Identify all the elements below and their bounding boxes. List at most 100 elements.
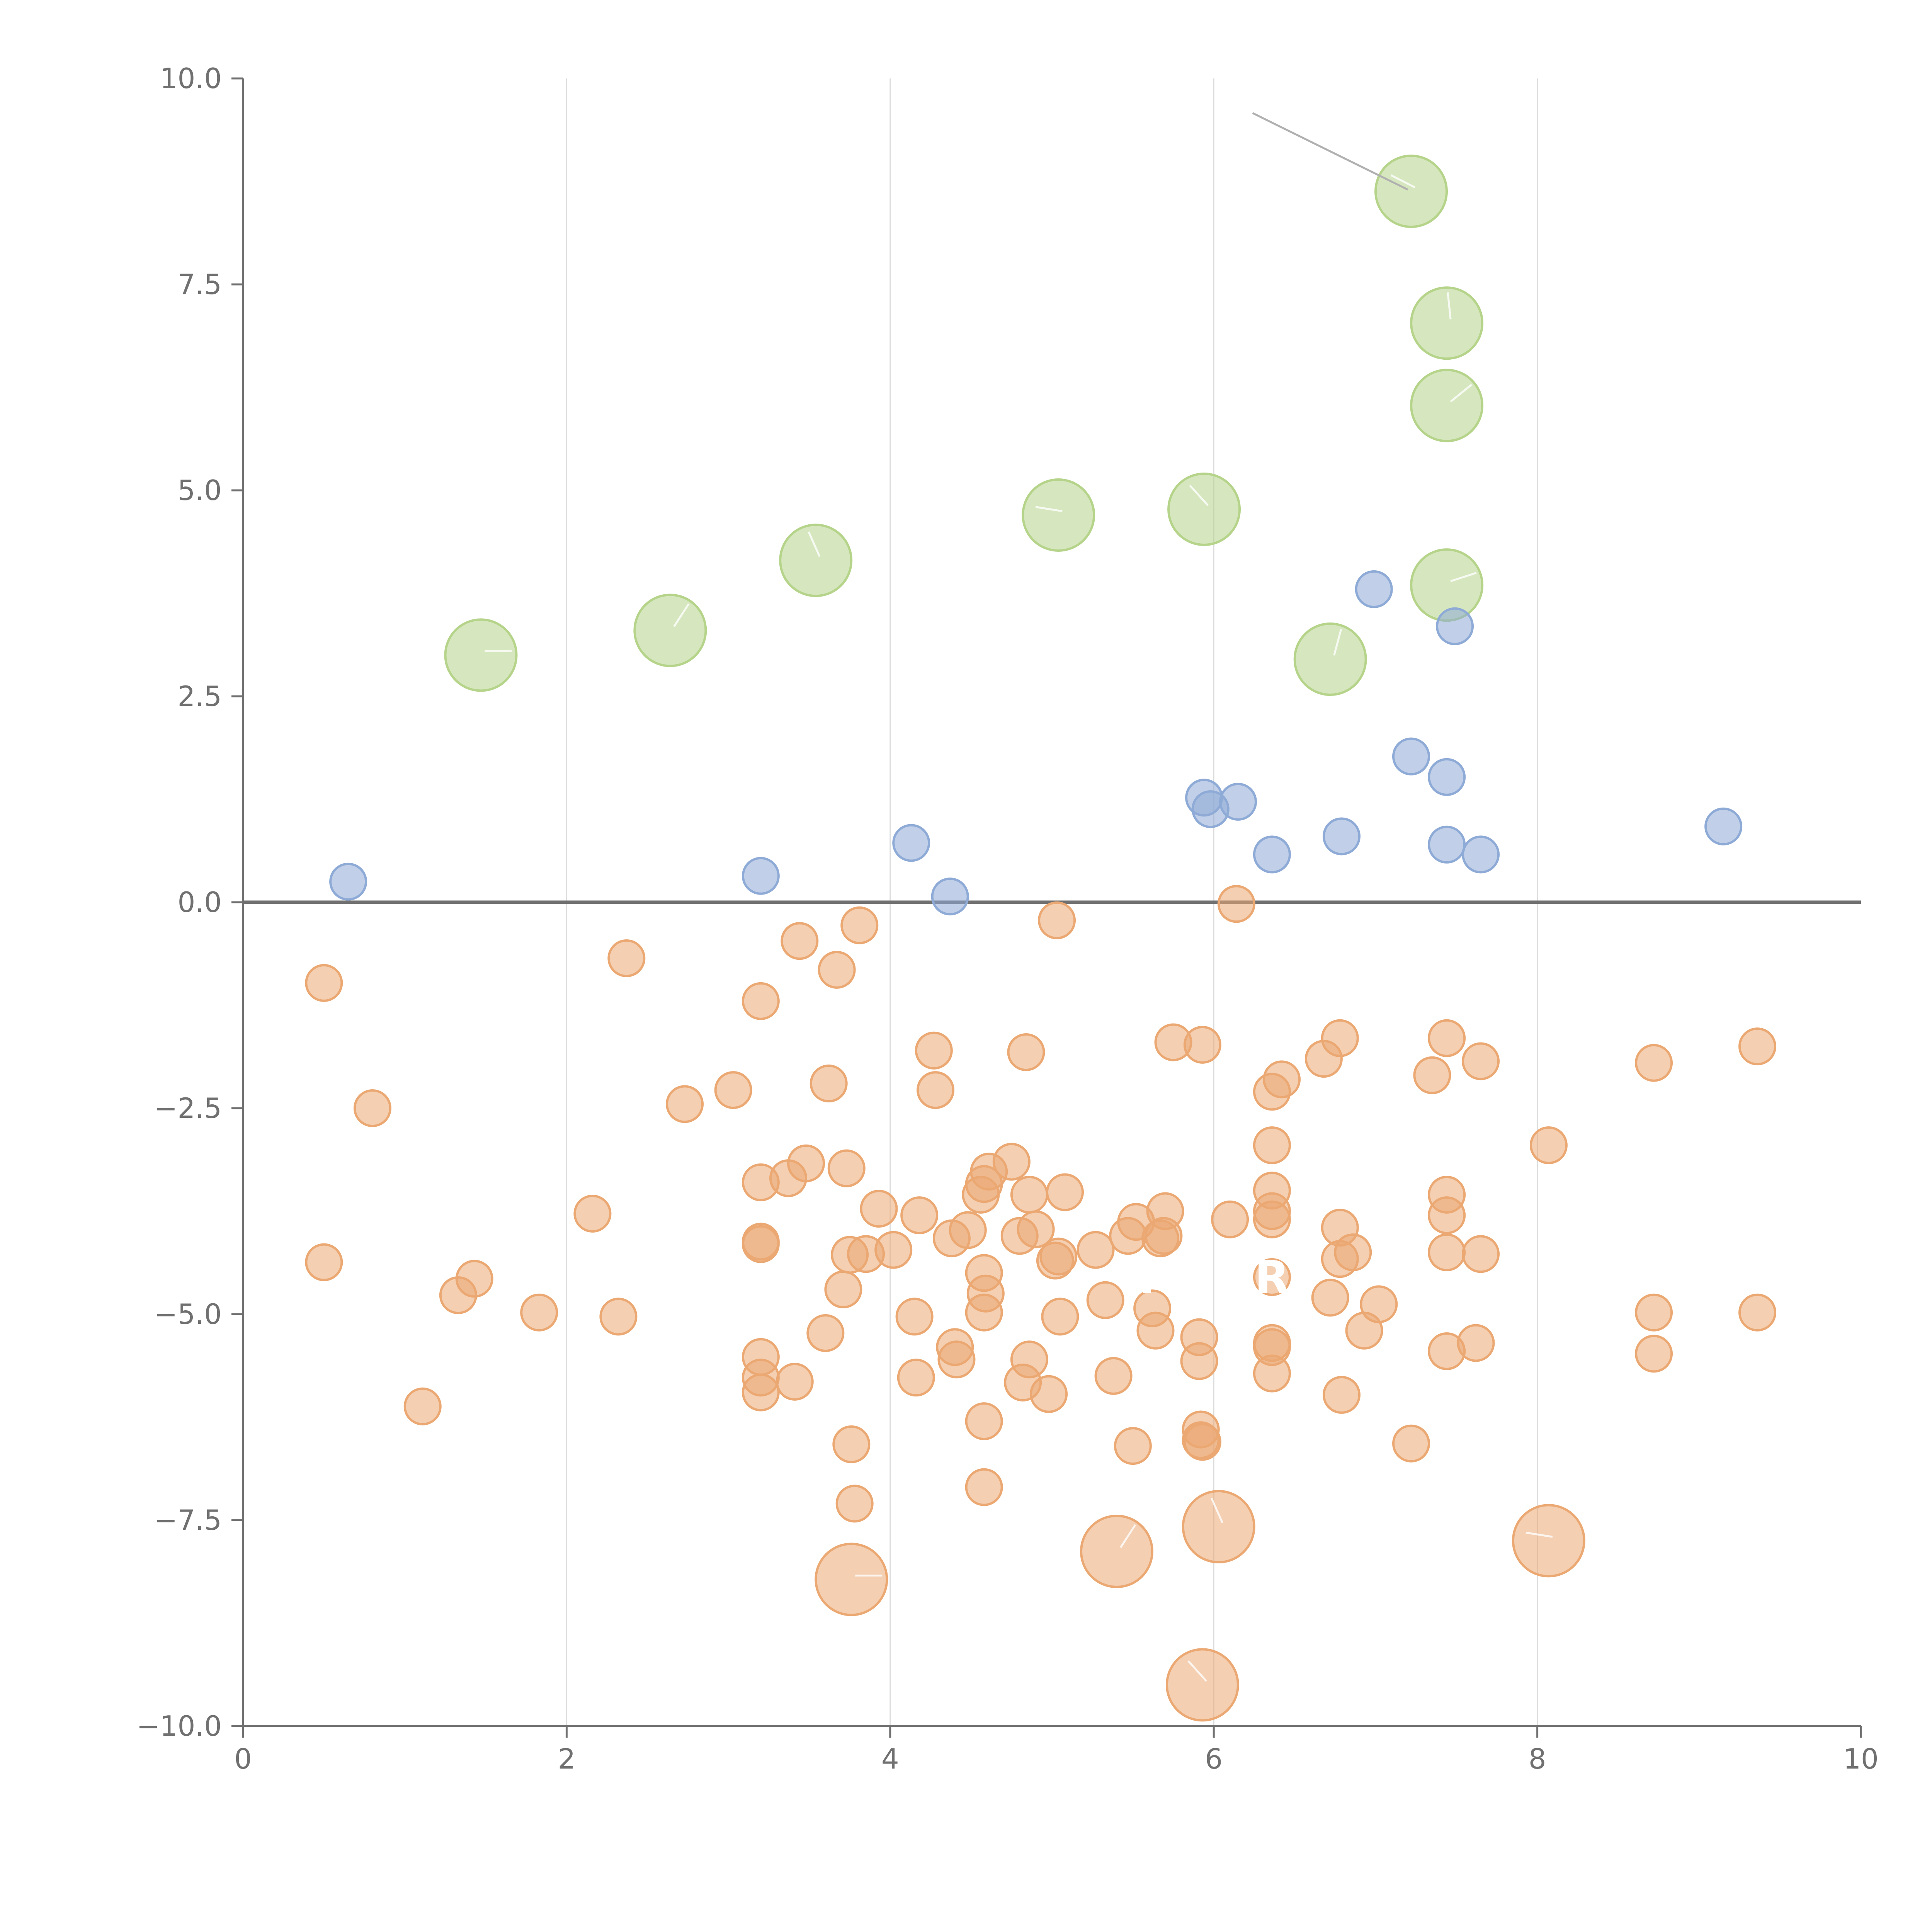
bubble-orange [1094, 1357, 1133, 1395]
bubble-orange [1183, 1026, 1221, 1064]
bubble-orange [1077, 1231, 1115, 1269]
bubble-orange [917, 1071, 955, 1109]
bubble-orange [305, 1243, 343, 1281]
bubble-green [1293, 622, 1367, 696]
bubble-orange [599, 1298, 638, 1336]
bubble-orange [835, 1485, 874, 1523]
bubble-leader [1447, 292, 1452, 320]
bubble-leader [1211, 1498, 1224, 1524]
annotation-label: R [1254, 1251, 1289, 1304]
bubble-blue [1462, 835, 1500, 874]
bubble-orange-large [815, 1543, 888, 1616]
bubble-orange [965, 1402, 1003, 1440]
bubble-orange [1017, 1210, 1055, 1248]
x-tick-label: 0 [234, 1743, 252, 1775]
bubble-orange [1086, 1281, 1124, 1319]
bubble-orange [895, 1298, 934, 1336]
bubble-orange [1462, 1042, 1500, 1080]
bubble-orange [1211, 1200, 1249, 1238]
bubble-leader [808, 531, 821, 557]
bubble-orange [403, 1387, 442, 1425]
bubble-orange [1183, 1423, 1221, 1461]
bubble-orange [781, 922, 819, 960]
bubble-orange [1010, 1175, 1048, 1214]
bubble-orange [1635, 1044, 1673, 1082]
bubble-orange [1428, 1196, 1466, 1235]
bubble-orange [897, 1359, 935, 1397]
annotations: NF R [485, 112, 1553, 1682]
annotation-label: NF [1139, 1251, 1208, 1304]
bubble-orange [818, 951, 856, 989]
y-tick-label: 10.0 [160, 62, 222, 95]
bubble-leader [1333, 629, 1342, 656]
bubble-leader [673, 603, 690, 627]
bubble-blue [1355, 570, 1393, 608]
bubble-orange [742, 1225, 780, 1263]
x-tick-label: 6 [1205, 1743, 1223, 1775]
bubble-orange [353, 1089, 391, 1127]
bubble-leader [1450, 572, 1477, 582]
bubble-blue [742, 857, 780, 895]
bubble-orange [1462, 1235, 1500, 1273]
bubble-orange [874, 1231, 913, 1269]
bubble-orange [666, 1085, 704, 1123]
bubble-orange [992, 1143, 1031, 1181]
bubble-blue [1428, 825, 1466, 864]
bubble-orange [1635, 1293, 1673, 1332]
bubble-orange [1253, 1200, 1291, 1238]
bubble-leader [1187, 1660, 1207, 1682]
bubble-orange [1253, 1354, 1291, 1393]
bubble-orange [742, 982, 780, 1020]
bubble-orange [1010, 1340, 1048, 1379]
bubble-orange [714, 1071, 752, 1109]
bubble-leader [1189, 485, 1209, 506]
bubble-green [1167, 473, 1241, 546]
bubble-blue [1428, 758, 1466, 796]
bubble-orange [1007, 1033, 1045, 1071]
bubble-blue [892, 824, 930, 862]
bubble-leader [1119, 1524, 1136, 1548]
bubble-orange [860, 1190, 898, 1228]
bubble-blue [1253, 835, 1291, 874]
y-tick-label: 0.0 [177, 886, 222, 918]
bubble-green [779, 524, 853, 597]
bubble-blue [1436, 607, 1474, 645]
bubble-orange [1114, 1427, 1152, 1465]
bubble-orange [1413, 1056, 1451, 1094]
annotation-leader-line [1252, 112, 1408, 191]
bubble-orange [1030, 1375, 1068, 1413]
y-tick-label: −2.5 [154, 1092, 222, 1124]
x-tick-label: 4 [881, 1743, 899, 1775]
bubble-orange [1217, 885, 1255, 923]
y-tick-label: 5.0 [177, 474, 222, 507]
bubble-orange [1263, 1060, 1301, 1099]
bubble-orange [1392, 1424, 1430, 1463]
bubble-green [1022, 478, 1095, 552]
bubble-orange [607, 939, 646, 977]
bubble-orange [455, 1260, 493, 1298]
bubble-green [1374, 155, 1448, 228]
bubble-orange [1360, 1285, 1398, 1323]
x-tick-label: 2 [558, 1743, 575, 1775]
bubble-orange [1038, 901, 1076, 939]
axes: 0 2 4 6 8 10 10.0 7.5 5.0 2.5 0.0 −2.5 −5.0 −7.5 −10.0 [136, 62, 1878, 1775]
y-tick-label: −7.5 [154, 1504, 222, 1536]
bubble-blue [1392, 737, 1430, 776]
bubble-orange [965, 1293, 1003, 1332]
bubble-orange [965, 1468, 1003, 1506]
bubble-orange [742, 1373, 780, 1412]
x-tick-label: 10 [1843, 1743, 1879, 1775]
y-tick-label: −10.0 [136, 1710, 222, 1742]
bubble-green [1410, 286, 1484, 360]
bubble-orange [832, 1425, 871, 1463]
bubble-orange [806, 1314, 845, 1352]
bubble-orange-large [1165, 1648, 1239, 1722]
bubble-blue [1704, 807, 1743, 845]
bubble-orange [1253, 1258, 1291, 1296]
bubble-orange-large [1182, 1490, 1255, 1564]
bubble-green [444, 618, 518, 692]
bubble-orange [573, 1194, 612, 1233]
y-tick-label: 7.5 [177, 268, 222, 301]
bubble-orange [1253, 1126, 1291, 1164]
